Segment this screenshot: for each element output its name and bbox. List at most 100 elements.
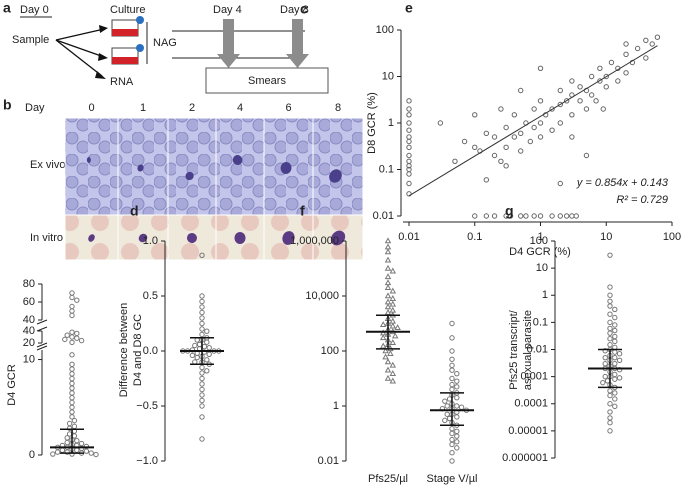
point (615, 78, 621, 84)
y-axis-label: D4 GCR (6, 364, 18, 406)
point (199, 381, 205, 387)
x-tick-label: Stage V/µl (427, 473, 478, 485)
point (69, 308, 75, 314)
point (69, 329, 75, 335)
point (66, 425, 73, 431)
parasite (88, 234, 95, 242)
y-axis-label: D8 GCR (%) (366, 92, 378, 154)
point (379, 321, 387, 328)
x-tick-label: 0.1 (467, 231, 482, 243)
point (607, 311, 613, 317)
point (608, 59, 615, 66)
x-tick-label: 0.01 (398, 231, 419, 243)
point (189, 347, 196, 353)
point (491, 134, 498, 140)
point (69, 352, 75, 358)
point (69, 290, 75, 296)
point (69, 385, 75, 391)
parasite (138, 233, 148, 243)
point (78, 337, 85, 344)
y-tick-label: 0.1 (379, 163, 394, 175)
parasite (234, 232, 246, 244)
point (483, 177, 490, 183)
point (454, 428, 460, 435)
point (446, 396, 453, 402)
point (204, 328, 210, 334)
point (491, 213, 498, 219)
point (612, 314, 618, 321)
point (406, 134, 412, 140)
point (577, 84, 583, 90)
point (537, 120, 544, 126)
point (498, 158, 504, 165)
point (511, 134, 518, 140)
point (199, 326, 205, 332)
down-arrow (217, 19, 240, 68)
point (597, 78, 603, 84)
point (189, 352, 196, 359)
point (69, 334, 75, 340)
arrowheads (95, 25, 108, 79)
point (623, 41, 629, 47)
point (523, 213, 529, 219)
point (74, 330, 80, 337)
point (382, 347, 389, 354)
point (384, 303, 392, 310)
parasite (86, 157, 91, 163)
point (449, 436, 455, 443)
point (64, 449, 70, 455)
panel-label: f (300, 203, 305, 219)
parasite (185, 171, 194, 181)
culture-label: Culture (110, 4, 145, 16)
smears-label: Smears (248, 75, 286, 87)
point (549, 213, 555, 219)
point (406, 138, 412, 145)
point (518, 213, 524, 219)
y-tick-label: 1,000,000 (290, 235, 339, 247)
point (518, 148, 524, 154)
point (461, 138, 468, 145)
point (569, 112, 575, 118)
point (603, 84, 609, 90)
row-label: Ex vivo (30, 159, 65, 171)
point (449, 450, 455, 456)
y-tick-label: 0.00001 (508, 425, 548, 437)
point (597, 65, 603, 72)
y-tick-label: 0.000001 (502, 452, 548, 464)
y-tick-label: 60 (23, 296, 35, 308)
point (577, 98, 583, 104)
point (549, 127, 555, 133)
column-label: 2 (189, 102, 195, 114)
point (391, 332, 399, 339)
point (612, 333, 618, 340)
point (449, 458, 455, 464)
panel-label: e (405, 0, 413, 16)
point (406, 152, 412, 159)
point (569, 134, 575, 140)
parasite (232, 155, 243, 165)
point (557, 213, 563, 219)
point (449, 367, 455, 373)
point (498, 106, 504, 112)
annotation: y = 0.854x + 0.143 (576, 177, 669, 189)
point (503, 163, 509, 169)
point (612, 327, 618, 334)
y-tick-label: 0.5 (143, 290, 158, 302)
panel-label: b (3, 97, 12, 113)
point (518, 130, 524, 137)
point (612, 354, 618, 361)
point (83, 448, 90, 454)
point (387, 350, 394, 356)
point (654, 34, 661, 40)
parasite (137, 164, 144, 172)
x-tick-label: 100 (663, 231, 681, 243)
y-tick-label: 1 (333, 400, 339, 412)
point (612, 349, 618, 355)
point (612, 403, 618, 410)
point (194, 354, 200, 361)
point (569, 213, 575, 219)
x-tick-label: 1 (537, 231, 543, 243)
rna-label: RNA (110, 76, 134, 88)
point (537, 213, 544, 219)
point (69, 361, 75, 368)
